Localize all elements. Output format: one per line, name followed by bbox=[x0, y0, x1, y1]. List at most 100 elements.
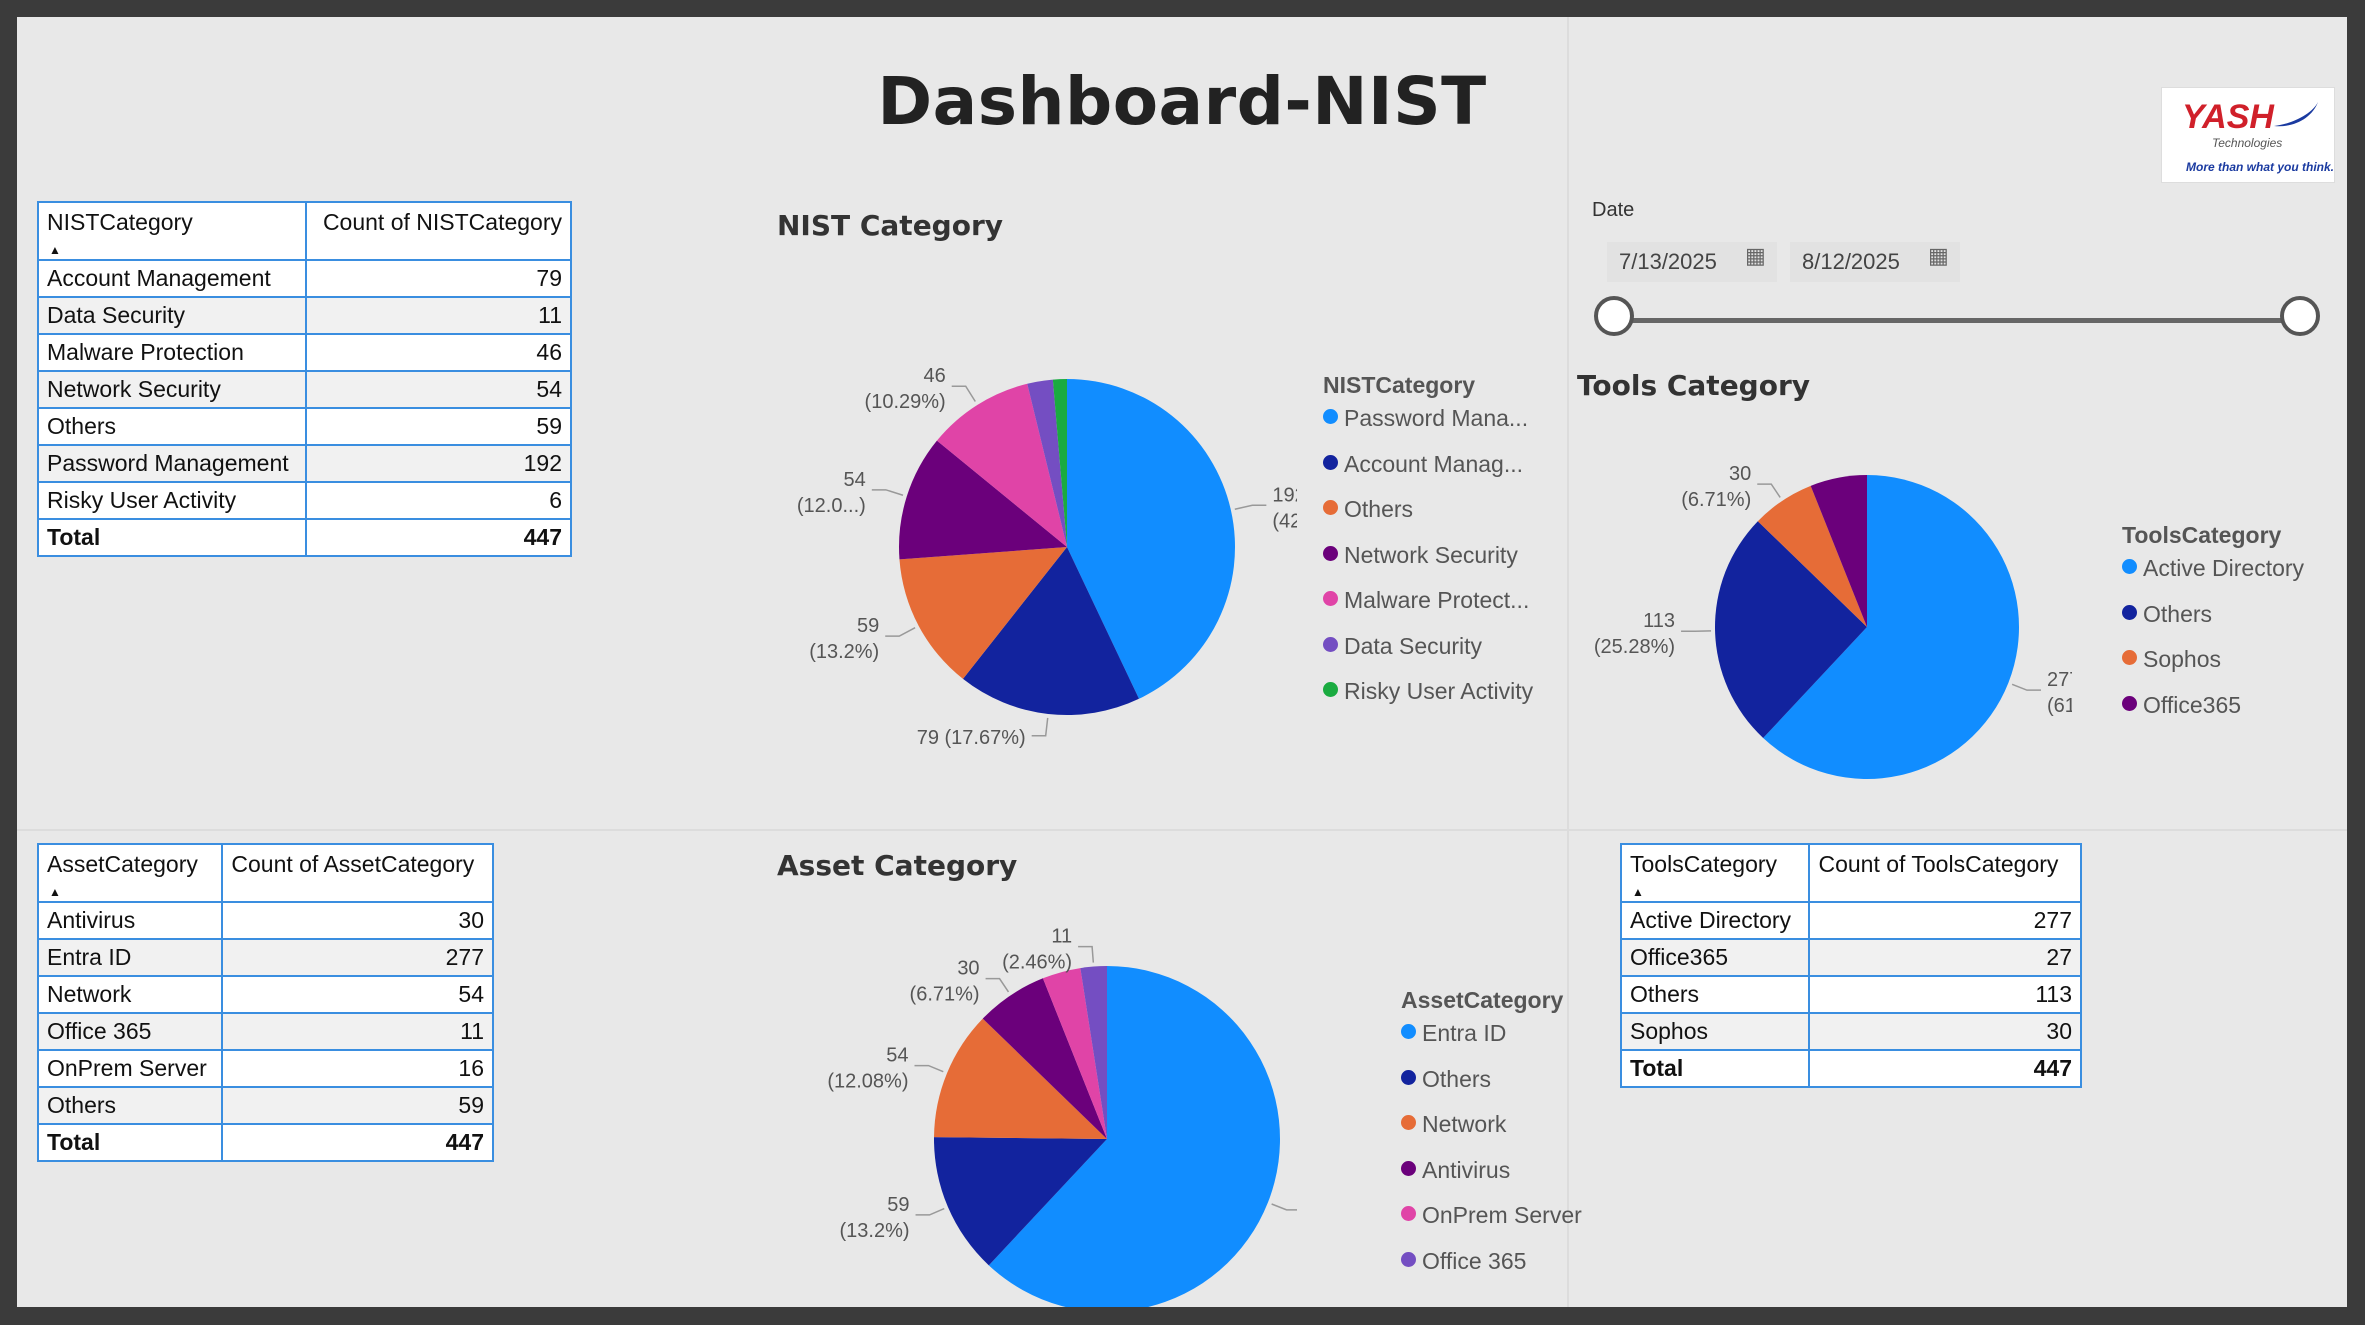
label-leader-line bbox=[985, 977, 1010, 993]
legend-label: Network Security bbox=[1344, 541, 1518, 568]
table-row[interactable]: Entra ID 277 bbox=[36, 938, 494, 977]
pie-slice-others[interactable] bbox=[899, 547, 1067, 679]
legend-title: NISTCategory bbox=[1323, 372, 1476, 398]
nist-legend[interactable]: NISTCategory Password Mana... Account Man… bbox=[1323, 372, 1533, 724]
asset-category-pie[interactable]: 277(61.97%)59(13.2%)54(12.08%)30(6.71%)1… bbox=[777, 907, 1297, 1307]
slider-start-handle[interactable] bbox=[1594, 296, 1634, 336]
legend-item-malware-protection[interactable]: Malware Protect... bbox=[1323, 587, 1533, 633]
legend-label: Others bbox=[1344, 496, 1414, 522]
date-range-slider[interactable] bbox=[1617, 318, 2307, 323]
legend-item-risky-user-activity[interactable]: Risky User Activity bbox=[1323, 678, 1533, 724]
column-header[interactable]: ToolsCategory ▲ bbox=[1619, 843, 1811, 903]
table-row[interactable]: Active Directory 277 bbox=[1619, 901, 2082, 940]
legend-marker bbox=[1323, 636, 1338, 652]
pie-slice-sophos[interactable] bbox=[1757, 485, 1867, 627]
column-header[interactable]: Count of AssetCategory bbox=[221, 843, 494, 903]
pie-slice-office-365[interactable] bbox=[1080, 966, 1107, 1139]
table-row[interactable]: Others 113 bbox=[1619, 975, 2082, 1014]
slice-data-label-value: 54 bbox=[844, 469, 866, 491]
legend-label: Others bbox=[2143, 600, 2213, 627]
pie-slice-data-security[interactable] bbox=[1027, 379, 1067, 547]
legend-item-antivirus[interactable]: Antivirus bbox=[1401, 1157, 1582, 1203]
slice-data-label-value: 46 bbox=[923, 365, 945, 387]
legend-item-data-security[interactable]: Data Security bbox=[1323, 633, 1533, 679]
nist-category-table[interactable]: NISTCategory ▲ Count of NISTCategory Acco… bbox=[37, 201, 573, 557]
tools-legend[interactable]: ToolsCategory Active Directory Others Soph… bbox=[2122, 522, 2304, 737]
asset-category-table[interactable]: AssetCategory ▲ Count of AssetCategory An… bbox=[36, 843, 494, 1162]
legend-item-network-security[interactable]: Network Security bbox=[1323, 542, 1533, 588]
slice-data-label-value: 113 bbox=[1643, 610, 1675, 632]
table-row[interactable]: Others 59 bbox=[36, 1086, 494, 1125]
legend-item-sophos[interactable]: Sophos bbox=[2122, 646, 2304, 692]
legend-label: OnPrem Server bbox=[1422, 1202, 1582, 1228]
pie-slice-others[interactable] bbox=[934, 1137, 1107, 1266]
nist-category-pie[interactable]: 192 (42.95%) 79 (17.67%) 59 (13.2%) 54 (12.0..… bbox=[777, 317, 1297, 757]
slider-end-handle[interactable] bbox=[2280, 296, 2320, 336]
table-row[interactable]: Office365 27 bbox=[1619, 938, 2082, 977]
table-row[interactable]: Malware Protection 46 bbox=[37, 333, 573, 372]
pie-slice-entra-id[interactable] bbox=[988, 966, 1281, 1307]
legend-marker bbox=[1401, 1206, 1416, 1221]
table-row[interactable]: Office 365 11 bbox=[36, 1012, 494, 1051]
table-row[interactable]: Sophos 30 bbox=[1619, 1012, 2082, 1051]
column-header[interactable]: Count of ToolsCategory bbox=[1808, 843, 2082, 903]
calendar-icon[interactable]: ▦ bbox=[1928, 243, 1949, 268]
table-row[interactable]: Risky User Activity 6 bbox=[37, 481, 573, 520]
slice-data-label-value: 192 bbox=[1272, 484, 1297, 506]
legend-item-network[interactable]: Network bbox=[1401, 1111, 1582, 1157]
legend-item-onprem-server[interactable]: OnPrem Server bbox=[1401, 1202, 1582, 1248]
legend-item-password-management[interactable]: Password Mana... bbox=[1323, 405, 1533, 451]
table-row[interactable]: Antivirus 30 bbox=[36, 901, 494, 940]
legend-item-entra-id[interactable]: Entra ID bbox=[1401, 1020, 1582, 1066]
legend-label: Malware Protect... bbox=[1344, 587, 1530, 613]
pie-slice-malware-protection[interactable] bbox=[936, 383, 1067, 547]
asset-legend[interactable]: AssetCategory Entra ID Others Network Antiv… bbox=[1401, 987, 1582, 1293]
column-header[interactable]: AssetCategory ▲ bbox=[36, 843, 224, 903]
tools-category-pie[interactable]: 277 (61.97%) 113 (25.28%) 30 (6.71%) bbox=[1572, 437, 2072, 827]
column-header[interactable]: Count of NISTCategory bbox=[304, 201, 573, 261]
legend-item-others[interactable]: Others bbox=[1401, 1066, 1582, 1112]
calendar-icon[interactable]: ▦ bbox=[1745, 243, 1766, 268]
legend-item-others[interactable]: Others bbox=[2122, 601, 2304, 647]
slice-data-label: 79 (17.67%) bbox=[917, 727, 1026, 749]
sort-asc-icon: ▲ bbox=[1632, 885, 1644, 899]
slice-data-label-percent: (42.95%) bbox=[1272, 510, 1297, 532]
pie-slice-onprem-server[interactable] bbox=[1042, 968, 1107, 1139]
table-row[interactable]: Network 54 bbox=[36, 975, 494, 1014]
label-leader-line bbox=[915, 1207, 945, 1216]
pie-slice-network-security[interactable] bbox=[899, 440, 1067, 560]
legend-marker bbox=[1401, 1251, 1416, 1267]
label-leader-line bbox=[914, 1064, 944, 1073]
table-row[interactable]: Password Management 192 bbox=[37, 444, 573, 483]
legend-item-account-management[interactable]: Account Manag... bbox=[1323, 451, 1533, 497]
table-row[interactable]: Others 59 bbox=[37, 407, 573, 446]
legend-label: Password Mana... bbox=[1344, 405, 1529, 431]
table-total-row: Total 447 bbox=[36, 1123, 494, 1162]
table-row[interactable]: Network Security 54 bbox=[37, 370, 573, 409]
pie-slice-office365[interactable] bbox=[1810, 475, 1867, 627]
end-date-input[interactable]: 8/12/2025 bbox=[1790, 242, 1960, 282]
column-header[interactable]: NISTCategory ▲ bbox=[37, 201, 307, 261]
legend-item-active-directory[interactable]: Active Directory bbox=[2122, 555, 2304, 601]
pie-slice-account-management[interactable] bbox=[962, 547, 1139, 715]
table-row[interactable]: OnPrem Server 16 bbox=[36, 1049, 494, 1088]
slice-data-label-value: 59 bbox=[887, 1194, 909, 1216]
legend-item-office-365[interactable]: Office 365 bbox=[1401, 1248, 1582, 1294]
pie-slice-network[interactable] bbox=[934, 1018, 1107, 1139]
pie-slice-others[interactable] bbox=[1715, 521, 1867, 739]
slice-data-label-percent: (13.2%) bbox=[840, 1220, 910, 1242]
slice-data-label-percent: (13.2%) bbox=[809, 641, 879, 663]
legend-item-office365[interactable]: Office365 bbox=[2122, 692, 2304, 738]
start-date-input[interactable]: 7/13/2025 bbox=[1607, 242, 1777, 282]
pie-slice-password-management[interactable] bbox=[1067, 379, 1235, 699]
legend-marker bbox=[1323, 454, 1338, 470]
divider bbox=[17, 829, 2347, 831]
legend-item-others[interactable]: Others bbox=[1323, 496, 1533, 542]
table-row[interactable]: Account Management 79 bbox=[37, 259, 573, 298]
table-row[interactable]: Data Security 11 bbox=[37, 296, 573, 335]
pie-slice-active-directory[interactable] bbox=[1763, 475, 2019, 779]
tools-category-table[interactable]: ToolsCategory ▲ Count of ToolsCategory Ac… bbox=[1619, 843, 2082, 1088]
pie-slice-risky-user-activity[interactable] bbox=[1052, 379, 1067, 547]
pie-slice-antivirus[interactable] bbox=[982, 978, 1107, 1139]
logo-swoosh-icon bbox=[2274, 102, 2318, 127]
